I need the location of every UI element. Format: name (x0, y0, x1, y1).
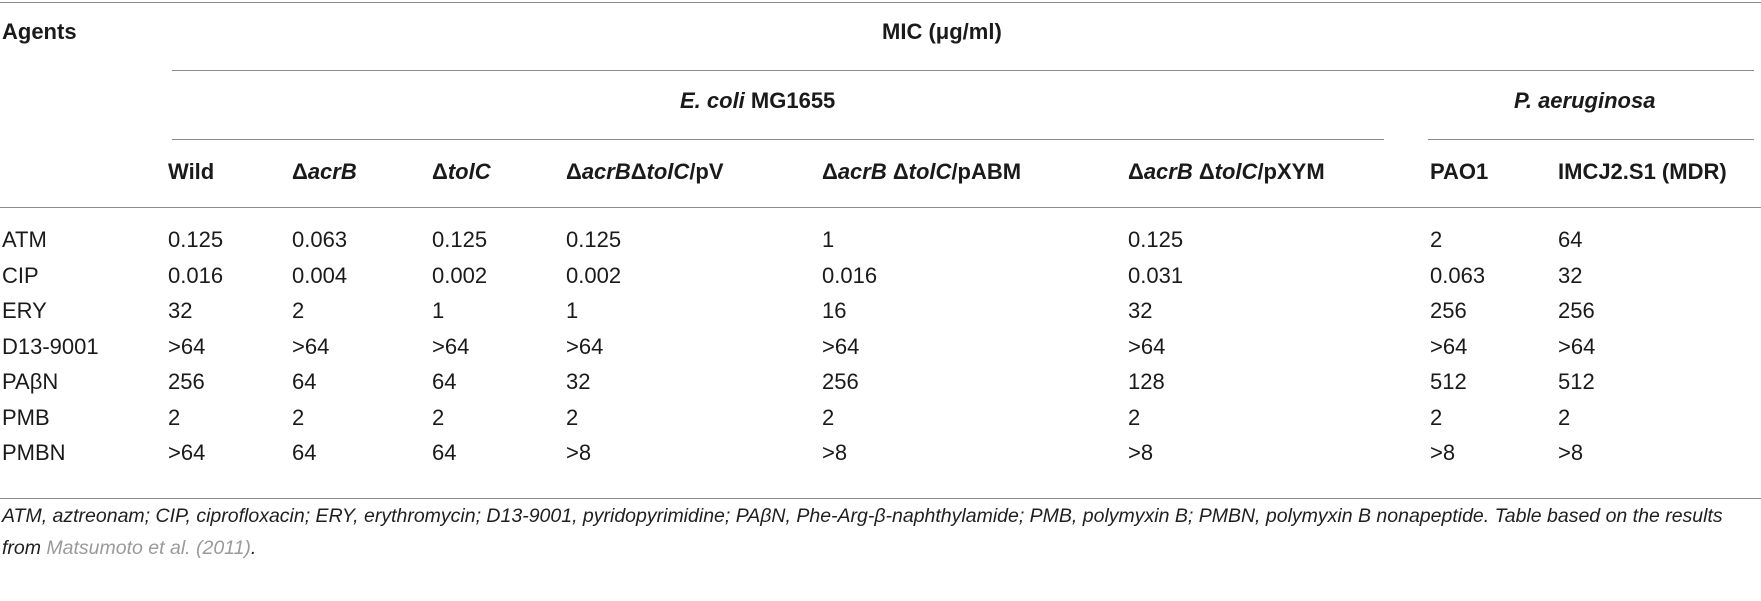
agent-cell: PAβN (2, 369, 59, 394)
mic-value-cell: 256 (822, 369, 859, 394)
mic-value-cell: 0.002 (566, 262, 622, 288)
agents-header: Agents (2, 19, 77, 44)
col-header-tolc: ΔtolC (432, 159, 491, 184)
mic-value-cell: 0.016 (822, 262, 878, 288)
mic-value-cell: >8 (566, 440, 592, 465)
mic-value-cell: 64 (292, 440, 317, 465)
mic-value-cell: 512 (1430, 369, 1467, 394)
col-header-wild: Wild (168, 159, 215, 184)
mic-value-cell: 64 (1558, 227, 1583, 252)
mic-value-cell: 32 (566, 369, 591, 394)
mic-value-cell: 2 (1558, 404, 1571, 430)
mic-value-cell: >8 (1430, 440, 1456, 465)
mic-value-cell: 128 (1128, 369, 1165, 394)
col-header-pao1: PAO1 (1430, 159, 1489, 184)
mic-value-cell: >8 (1128, 440, 1154, 465)
agent-cell: ATM (2, 227, 47, 252)
mic-value-cell: >64 (822, 333, 860, 359)
mic-value-cell: 2 (292, 298, 305, 323)
mic-value-cell: 32 (1128, 298, 1153, 323)
mic-value-cell: 32 (1558, 262, 1583, 288)
mic-value-cell: 1 (822, 227, 835, 252)
mic-value-cell: 2 (168, 404, 181, 430)
mic-value-cell: 1 (432, 298, 445, 323)
mic-value-cell: 0.031 (1128, 262, 1184, 288)
col-header-acrb-tolc-pabm: ΔacrB ΔtolC/pABM (822, 159, 1022, 184)
mic-value-cell: >64 (292, 333, 330, 359)
mic-value-cell: >64 (566, 333, 604, 359)
agent-cell: ERY (2, 298, 47, 323)
mic-value-cell: >64 (1128, 333, 1166, 359)
mic-value-cell: 32 (168, 298, 193, 323)
ecoli-span-rule (172, 139, 1384, 140)
agent-cell: D13-9001 (2, 333, 99, 359)
mic-value-cell: 64 (292, 369, 317, 394)
mic-value-cell: 0.004 (292, 262, 348, 288)
paeruginosa-span-rule (1428, 139, 1754, 140)
mic-value-cell: >64 (1558, 333, 1596, 359)
header-bottom-rule (0, 207, 1761, 208)
mic-value-cell: 0.016 (168, 262, 224, 288)
table-caption: ATM, aztreonam; CIP, ciprofloxacin; ERY,… (2, 505, 1723, 559)
agent-cell: CIP (2, 262, 39, 288)
mic-span-rule (172, 70, 1754, 71)
mic-value-cell: 2 (432, 404, 445, 430)
col-header-acrb-tolc-pxym: ΔacrB ΔtolC/pXYM (1128, 159, 1325, 184)
mic-value-cell: 0.002 (432, 262, 488, 288)
mic-value-cell: >64 (1430, 333, 1468, 359)
mic-value-cell: 256 (168, 369, 205, 394)
mic-value-cell: 2 (822, 404, 835, 430)
table-bottom-rule (0, 498, 1761, 499)
mic-value-cell: 512 (1558, 369, 1595, 394)
col-header-acrb: ΔacrB (292, 159, 357, 184)
mic-value-cell: 1 (566, 298, 579, 323)
mic-value-cell: 0.063 (1430, 262, 1486, 288)
ecoli-header: E. coli MG1655 (680, 88, 836, 113)
mic-value-cell: 2 (566, 404, 579, 430)
mic-value-cell: >8 (1558, 440, 1584, 465)
mic-header: MIC (μg/ml) (882, 19, 1002, 44)
mic-value-cell: 256 (1558, 298, 1595, 323)
mic-value-cell: 0.125 (168, 227, 224, 252)
mic-value-cell: 2 (292, 404, 305, 430)
agent-cell: PMBN (2, 440, 66, 465)
citation-link[interactable]: Matsumoto et al. (2011) (46, 537, 251, 559)
mic-value-cell: 2 (1430, 404, 1443, 430)
mic-value-cell: 0.063 (292, 227, 348, 252)
mic-value-cell: 16 (822, 298, 847, 323)
col-header-imcj2: IMCJ2.S1 (MDR) (1558, 159, 1727, 184)
mic-value-cell: 256 (1430, 298, 1467, 323)
top-rule (0, 2, 1761, 3)
mic-value-cell: 0.125 (432, 227, 488, 252)
mic-value-cell: >64 (168, 333, 206, 359)
mic-value-cell: >64 (432, 333, 470, 359)
mic-value-cell: 64 (432, 440, 457, 465)
mic-value-cell: 64 (432, 369, 457, 394)
mic-value-cell: 0.125 (566, 227, 622, 252)
paeruginosa-header: P. aeruginosa (1514, 88, 1656, 113)
mic-value-cell: >64 (168, 440, 206, 465)
mic-value-cell: 0.125 (1128, 227, 1184, 252)
col-header-acrb-tolc-pv: ΔacrBΔtolC/pV (566, 159, 724, 184)
agent-cell: PMB (2, 404, 50, 430)
mic-value-cell: 2 (1128, 404, 1141, 430)
mic-value-cell: 2 (1430, 227, 1443, 252)
mic-value-cell: >8 (822, 440, 848, 465)
